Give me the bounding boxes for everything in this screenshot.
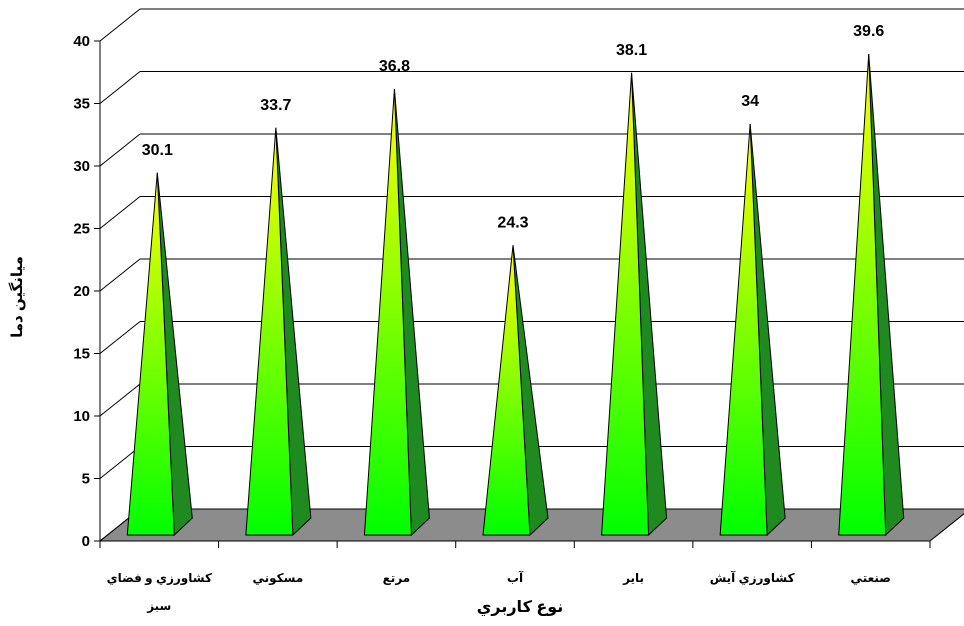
x-tick-label: آب xyxy=(507,570,524,585)
axes: 0 5 10 15 20 25 30 35 40 xyxy=(73,33,931,550)
x-tick-label: سبز xyxy=(146,599,171,613)
bar xyxy=(126,172,193,537)
bar xyxy=(601,72,668,537)
gridline-depth xyxy=(99,133,141,167)
bar-front-face xyxy=(245,127,294,536)
y-tick-label: 15 xyxy=(73,346,90,363)
y-axis-label: ميانگين دما xyxy=(8,256,26,338)
data-label: 39.6 xyxy=(853,23,884,40)
y-tick-label: 35 xyxy=(73,96,90,113)
y-tick-label: 10 xyxy=(73,408,90,425)
data-label: 33.7 xyxy=(260,97,291,114)
bar xyxy=(838,53,905,537)
gridline-depth xyxy=(99,258,141,292)
y-tick-label: 20 xyxy=(73,283,90,300)
x-tick-label: كشاورزي آيش xyxy=(710,570,795,586)
bar xyxy=(363,88,430,537)
gridline-depth xyxy=(99,8,141,42)
data-label: 34 xyxy=(741,93,759,110)
bars xyxy=(126,53,905,537)
data-label: 38.1 xyxy=(616,42,647,59)
x-axis-label: نوع کاربري xyxy=(477,599,564,617)
gridline-depth xyxy=(99,321,141,354)
gridline-depth xyxy=(99,446,141,479)
gridline-depth xyxy=(99,71,141,104)
x-tick-label: مسكوني xyxy=(252,571,303,586)
y-tick-label: 0 xyxy=(82,533,90,550)
x-tick-label: باير xyxy=(622,571,644,585)
y-tick-label: 30 xyxy=(73,158,90,175)
bar-front-face xyxy=(601,72,650,536)
y-tick-label: 40 xyxy=(73,33,90,50)
bar-front-face xyxy=(719,123,768,536)
x-tick-label: مرتع xyxy=(383,571,411,585)
bar-front-face xyxy=(363,88,412,536)
gridline-depth xyxy=(99,196,141,229)
bar xyxy=(245,127,312,537)
bar-front-face xyxy=(838,53,887,536)
bar-front-face xyxy=(482,245,531,536)
gridline-depth xyxy=(99,383,141,417)
bar xyxy=(719,123,786,537)
bar-front-face xyxy=(126,172,175,536)
bar xyxy=(482,245,549,537)
x-tick-label: كشاورزي و فضاي xyxy=(107,571,212,586)
data-label: 24.3 xyxy=(497,214,528,231)
data-label: 30.1 xyxy=(142,142,173,159)
x-tick-label: صنعتي xyxy=(851,571,891,585)
labels: 30.1 كشاورزي و فضاي سبز 33.7 مسكوني 36.8 مرتع 2… xyxy=(107,23,891,613)
y-tick-label: 5 xyxy=(82,471,90,488)
data-label: 36.8 xyxy=(379,58,410,75)
y-tick-label: 25 xyxy=(73,221,90,238)
